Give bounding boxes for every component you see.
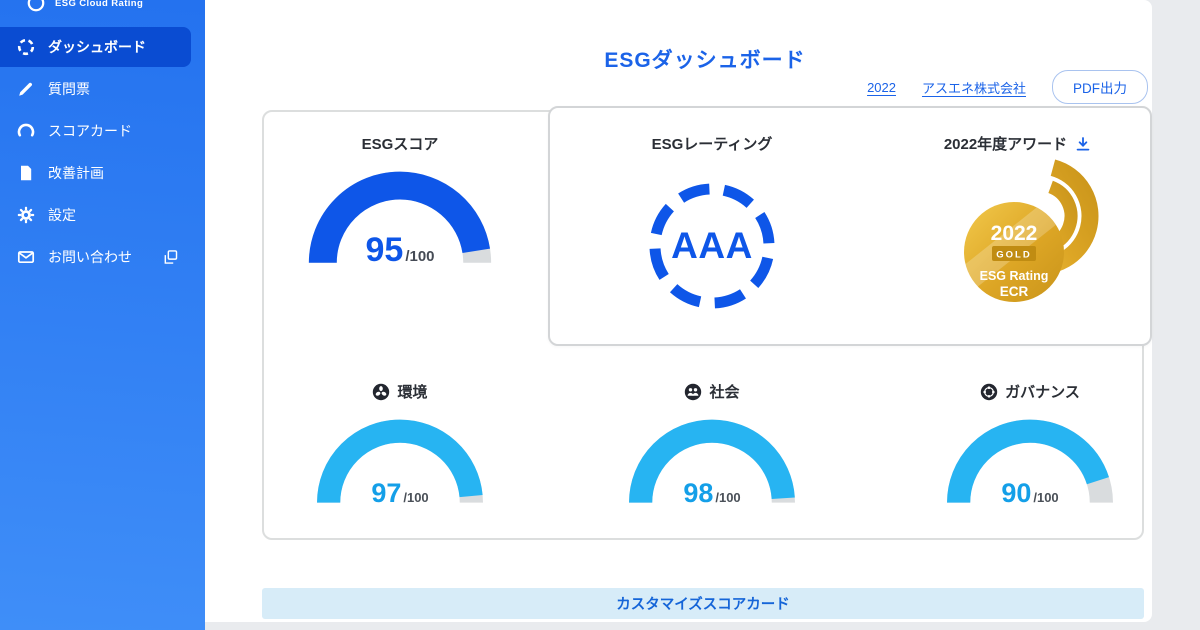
gear-icon	[17, 206, 35, 224]
sidebar-item-scorecard[interactable]: スコアカード	[0, 111, 191, 151]
download-icon[interactable]	[1074, 135, 1092, 153]
sidebar-item-label: 改善計画	[48, 165, 104, 181]
main-panel: ESGダッシュボード 2022 アスエネ株式会社 PDF出力 ESGスコア 95…	[205, 0, 1152, 622]
governance-value: 90 /100	[944, 478, 1116, 509]
social-denominator: /100	[715, 490, 741, 505]
esg-rating-badge: AAA	[642, 176, 782, 316]
social-label: 社会	[612, 381, 812, 402]
esg-score-value: 95 /100	[307, 231, 493, 270]
esg-score-gauge: 95 /100	[307, 167, 493, 271]
app-logo[interactable]: ESG Cloud Rating	[26, 0, 143, 13]
award-label: 2022年度アワード	[913, 133, 1123, 154]
governance-gauge: 90 /100	[944, 414, 1116, 510]
award-line1: ESG Rating	[980, 269, 1049, 283]
env-value: 97 /100	[314, 478, 486, 509]
sidebar-item-label: お問い合わせ	[48, 249, 132, 265]
customize-scorecard-header: カスタマイズスコアカード	[262, 588, 1144, 619]
social-gauge: 98 /100	[626, 414, 798, 510]
env-denominator: /100	[403, 490, 429, 505]
society-icon	[685, 383, 702, 400]
sidebar-item-settings[interactable]: 設定	[0, 195, 191, 235]
governance-denominator: /100	[1033, 490, 1059, 505]
env-label-text: 環境	[397, 384, 428, 401]
governance-number: 90	[1001, 478, 1032, 508]
pencil-icon	[19, 82, 32, 96]
company-link[interactable]: アスエネ株式会社	[921, 80, 1026, 96]
governance-icon	[980, 383, 998, 400]
sidebar-item-dashboard[interactable]: ダッシュボード	[0, 27, 191, 67]
esg-score-denominator: /100	[405, 248, 435, 265]
document-icon	[21, 165, 32, 181]
dashboard-icon	[17, 38, 35, 56]
logo-text: ESG Cloud Rating	[55, 0, 144, 9]
rating-circle	[649, 183, 775, 309]
award-badge: 2022 GOLD ESG Rating ECR	[964, 158, 1099, 302]
sidebar-item-contact[interactable]: お問い合わせ	[0, 237, 191, 277]
sidebar-item-label: 設定	[48, 207, 76, 223]
logo-cloud-icon	[27, 0, 45, 12]
pdf-export-button[interactable]: PDF出力	[1052, 70, 1148, 104]
sidebar-nav: ダッシュボード 質問票 スコアカード 改善計画	[0, 27, 205, 279]
social-number: 98	[683, 478, 714, 508]
governance-label-text: ガバナンス	[1005, 384, 1080, 401]
social-value: 98 /100	[626, 478, 798, 509]
award-line2: ECR	[1000, 284, 1029, 299]
award-label-text: 2022年度アワード	[943, 136, 1068, 153]
sidebar: ESG Cloud Rating ダッシュボード 質問票 スコアカード	[0, 0, 205, 630]
esg-rating-label-text: ESGレーティング	[651, 136, 773, 153]
sidebar-item-improvement-plan[interactable]: 改善計画	[0, 153, 191, 193]
external-link-icon[interactable]	[163, 248, 179, 266]
sidebar-item-label: 質問票	[48, 81, 90, 97]
award-year: 2022	[991, 222, 1038, 245]
environment-icon	[373, 383, 390, 400]
governance-label: ガバナンス	[930, 381, 1130, 402]
esg-score-number: 95	[365, 231, 404, 269]
social-label-text: 社会	[709, 384, 740, 401]
env-gauge: 97 /100	[314, 414, 486, 510]
env-number: 97	[371, 478, 402, 508]
gauge-icon	[17, 123, 35, 137]
esg-score-label: ESGスコア	[300, 133, 500, 154]
rating-value: AAA	[671, 225, 753, 266]
env-label: 環境	[300, 381, 500, 402]
esg-rating-label: ESGレーティング	[612, 133, 812, 154]
sidebar-item-label: スコアカード	[48, 123, 132, 139]
award-tier: GOLD	[996, 250, 1031, 261]
esg-score-label-text: ESGスコア	[361, 136, 439, 153]
page-title: ESGダッシュボード	[604, 49, 806, 72]
sidebar-item-questionnaire[interactable]: 質問票	[0, 69, 191, 109]
mail-icon	[17, 251, 35, 264]
year-link[interactable]: 2022	[867, 79, 896, 95]
header-links: 2022 アスエネ株式会社 PDF出力	[867, 70, 1148, 104]
sidebar-item-label: ダッシュボード	[48, 39, 146, 55]
